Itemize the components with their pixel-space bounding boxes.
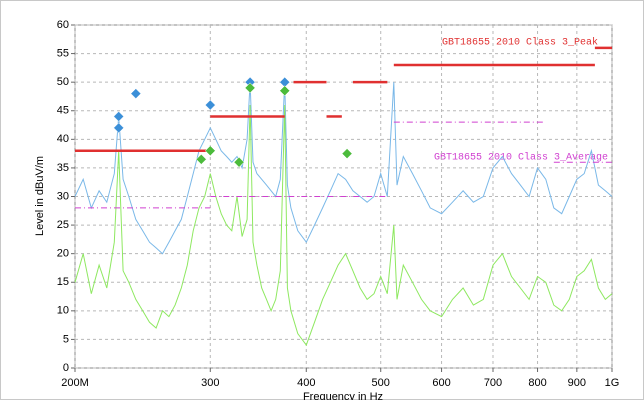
x-tick-label: 400 — [297, 377, 315, 389]
y-tick-label: 55 — [57, 47, 69, 59]
marker — [204, 145, 216, 157]
y-tick-label: 30 — [57, 190, 69, 202]
x-tick-label: 800 — [528, 377, 546, 389]
trace — [74, 82, 613, 255]
x-tick-label: 700 — [484, 377, 502, 389]
y-tick-label: 35 — [57, 162, 69, 174]
x-tick-label: 1G — [605, 377, 620, 389]
trace — [74, 104, 613, 347]
y-tick-label: 25 — [57, 219, 69, 231]
y-tick-label: 5 — [63, 333, 69, 345]
y-tick-label: 10 — [57, 305, 69, 317]
y-tick-label: 40 — [57, 133, 69, 145]
marker — [204, 99, 216, 111]
y-tick-label: 45 — [57, 105, 69, 117]
x-tick-label: 500 — [372, 377, 390, 389]
y-tick-label: 15 — [57, 276, 69, 288]
marker — [130, 88, 142, 99]
limit-label: GBT18655 2010 Class 3_Average — [434, 152, 608, 164]
x-tick-label: 600 — [432, 377, 450, 389]
y-tick-label: 60 — [57, 19, 69, 31]
marker — [341, 148, 353, 159]
y-tick-label: 20 — [57, 248, 69, 260]
marker — [279, 85, 291, 97]
y-axis-label: Level in dBuV/m — [34, 156, 46, 236]
marker — [113, 111, 125, 122]
x-tick-label: 200M — [61, 377, 89, 389]
x-axis-label: Frequency in Hz — [303, 391, 383, 400]
marker — [233, 156, 245, 168]
marker — [195, 153, 207, 165]
y-tick-label: 0 — [63, 362, 69, 374]
x-tick-label: 900 — [568, 377, 586, 389]
marker — [113, 122, 125, 134]
x-tick-label: 300 — [201, 377, 219, 389]
y-tick-label: 50 — [57, 76, 69, 88]
limit-label: GBT18655 2010 Class 3_Peak — [442, 37, 598, 49]
marker — [244, 82, 256, 94]
